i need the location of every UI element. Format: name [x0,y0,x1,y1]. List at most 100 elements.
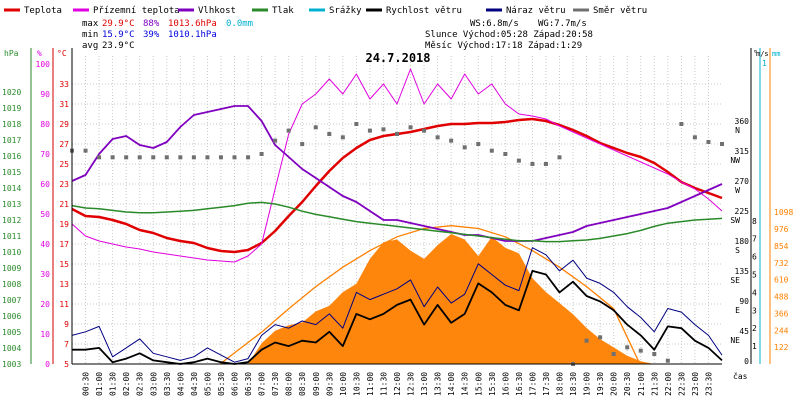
wind-direction-point [110,155,115,160]
c-tick-label: 29 [59,120,69,129]
pct-tick-label: 80 [40,120,50,129]
hpa-tick-label: 1019 [2,104,21,113]
wind-direction-point [232,155,237,160]
hpa-tick-label: 1015 [2,168,21,177]
hpa-tick-label: 1014 [2,184,21,193]
pct-tick-label: 20 [40,300,50,309]
stat-avg-label: avg [82,41,98,51]
stat-ws: WS:6.8m/s [470,19,519,29]
axes-layer: hPa% °C °m/s mmčas1020101910181017101610151… [2,48,793,396]
series-line-naraz-vetru [71,247,723,363]
hpa-tick-label: 1008 [2,280,21,289]
wind-direction-point [340,135,345,140]
x-tick-label: 10:00 [339,372,348,396]
wind-direction-point [273,138,278,143]
ms-tick-label: 4 [752,288,757,297]
hpa-tick-label: 1007 [2,296,21,305]
hpa-axis-label: hPa [4,49,19,58]
x-tick-label: 07:00 [258,372,267,396]
x-tick-label: 23:00 [691,372,700,396]
dir-tick-label: 315 [735,147,750,156]
wind-direction-point [313,125,318,130]
wind-direction-point [408,125,413,130]
stat-max-press: 1013.6hPa [168,19,217,29]
x-tick-label: 00:30 [82,372,91,396]
hpa-tick-label: 1010 [2,248,21,257]
c-tick-label: 9 [64,320,69,329]
legend-label: Tlak [272,6,294,16]
wind-direction-point [354,121,359,126]
legend-label: Náraz větru [506,6,566,16]
dir-tick-label: 180 [735,237,750,246]
x-tick-label: 02:00 [122,372,131,396]
rad-tick-label: 488 [774,293,789,302]
x-tick-label: 16:00 [501,372,510,396]
wind-direction-point [164,155,169,160]
x-tick-label: 19:30 [596,372,605,396]
stat-max-hum: 88% [143,19,160,29]
x-tick-label: 16:30 [515,372,524,396]
stat-max-rain: 0.0mm [226,19,253,29]
x-tick-label: 12:00 [393,372,402,396]
hpa-tick-label: 1016 [2,152,21,161]
wind-direction-point [692,135,697,140]
wind-direction-point [462,145,467,150]
ms-tick-label: 2 [752,324,757,333]
hpa-tick-label: 1017 [2,136,21,145]
legend-label: Vlhkost [198,6,236,16]
ms-tick-label: 5 [752,271,757,280]
dir-tick-sector: SW [730,216,740,225]
wind-direction-point [259,151,264,156]
hpa-tick-label: 1006 [2,312,21,321]
x-tick-label: 03:00 [149,372,158,396]
x-tick-label: 02:30 [136,372,145,396]
x-tick-label: 15:00 [474,372,483,396]
pct-axis-label: % [37,49,42,58]
wind-direction-point [178,155,183,160]
pct-tick-label: 0 [45,360,50,369]
x-tick-label: 20:30 [623,372,632,396]
wind-direction-point [530,161,535,166]
dir-tick-label: 225 [735,207,750,216]
x-tick-label: 17:30 [542,372,551,396]
rad-tick-label: 854 [774,242,789,251]
wind-direction-point [286,128,291,133]
stat-avg-temp: 23.9°C [102,41,135,51]
stat-min-temp: 15.9°C [102,30,135,40]
dir-tick-label: 45 [739,327,749,336]
series-line-tlak [71,201,723,243]
rad-tick-label: 366 [774,309,789,318]
pct-tick-label: 100 [36,60,51,69]
rad-tick-label: 976 [774,225,789,234]
x-tick-label: 09:30 [325,372,334,396]
ms-tick-label: 8 [752,217,757,226]
c-axis-label: °C [57,49,67,58]
rad-tick-label: 610 [774,276,789,285]
pct-tick-label: 70 [40,150,50,159]
mm-tick-label: 1 [762,59,767,68]
x-tick-label: 13:00 [420,372,429,396]
x-tick-label: 23:30 [704,372,713,396]
wind-direction-point [706,139,711,144]
series-line-prizemni-teplota [71,68,723,263]
wind-direction-point [367,128,372,133]
x-tick-label: 22:30 [677,372,686,396]
theoretical-radiation-line [219,225,641,365]
x-tick-label: 11:00 [366,372,375,396]
wind-direction-point [218,155,223,160]
dir-tick-sector: W [735,186,740,195]
deg-axis-label: ° [753,49,758,58]
ms-axis-label: m/s [756,50,769,58]
c-tick-label: 33 [59,80,69,89]
x-tick-label: 14:30 [461,372,470,396]
wind-direction-point [516,158,521,163]
legend-label: Rychlost větru [386,6,462,16]
chart-title: 24.7.2018 [365,51,430,65]
wind-direction-point [83,148,88,153]
stat-max-label: max [82,19,99,29]
x-tick-label: 22:00 [664,372,673,396]
c-tick-label: 7 [64,340,69,349]
x-tick-label: 19:00 [583,372,592,396]
c-tick-label: 23 [59,180,69,189]
